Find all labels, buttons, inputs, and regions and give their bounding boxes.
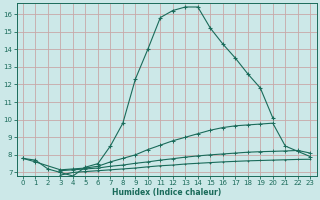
X-axis label: Humidex (Indice chaleur): Humidex (Indice chaleur) (112, 188, 221, 197)
